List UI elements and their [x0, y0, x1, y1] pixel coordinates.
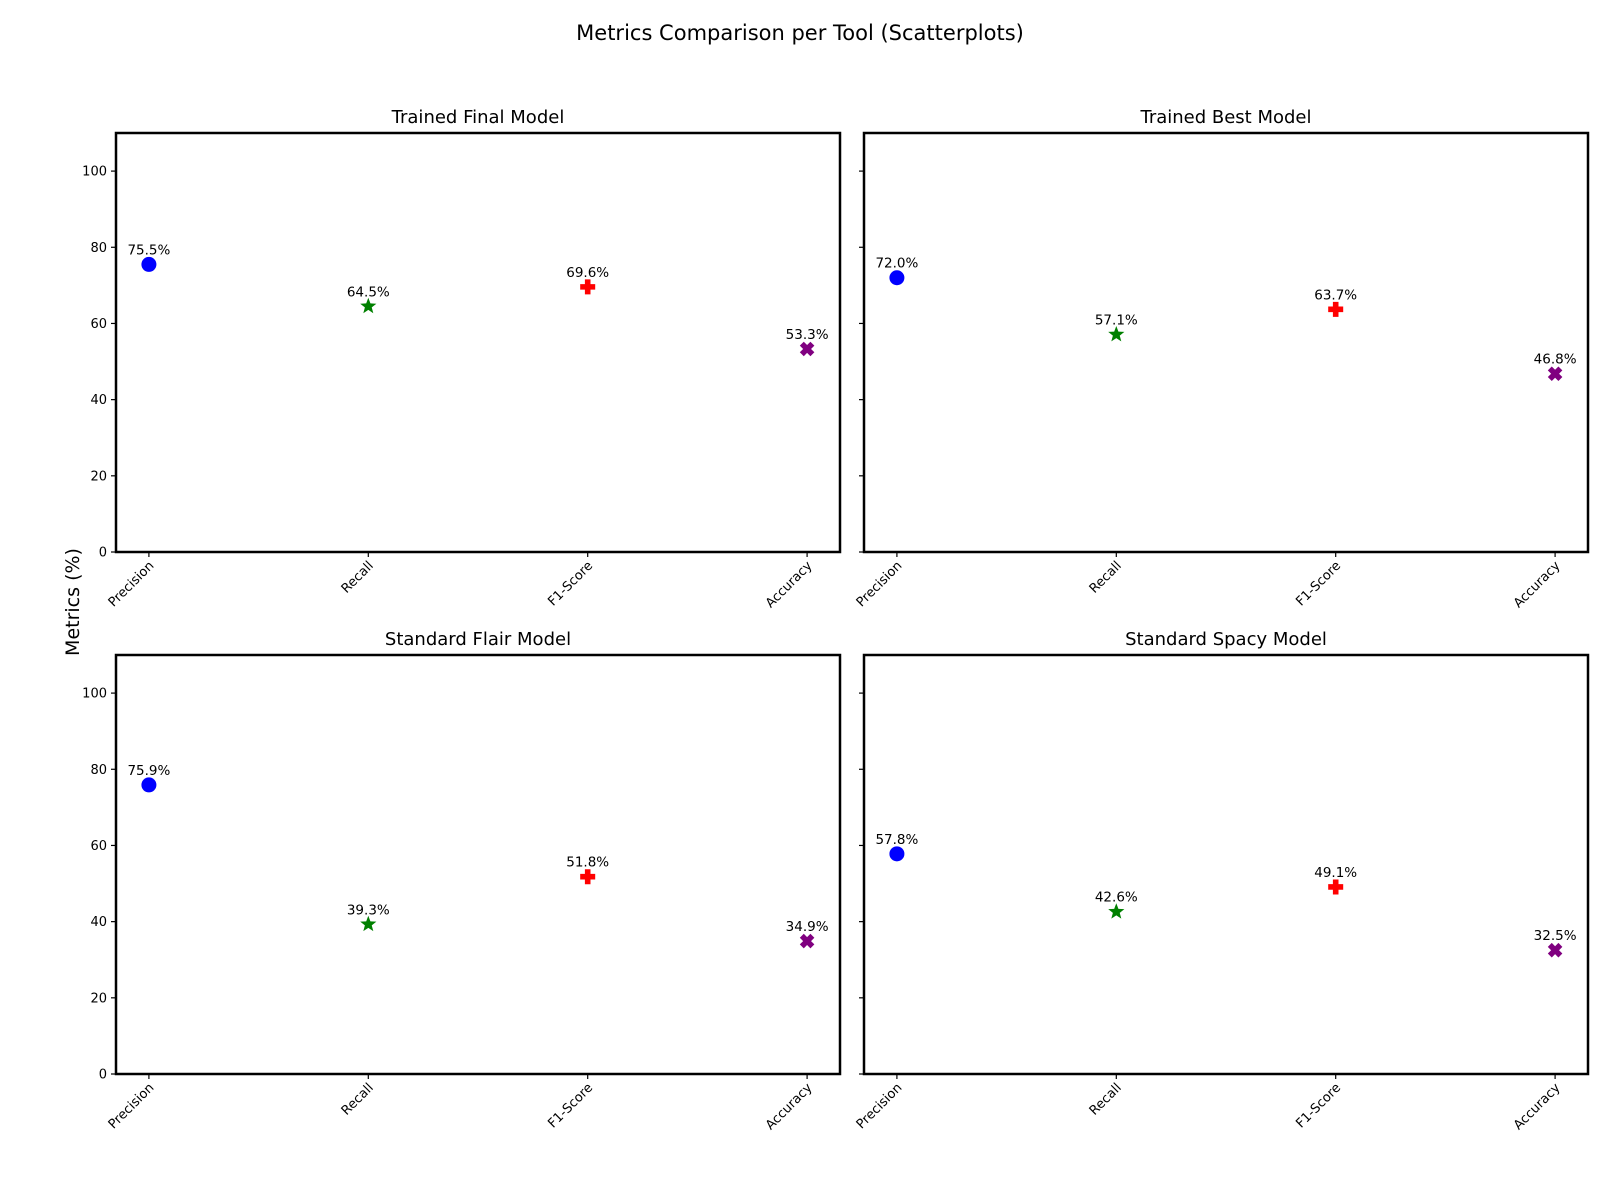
- y-tick-label: 100: [82, 687, 107, 702]
- y-tick-label: 40: [90, 393, 107, 408]
- x-tick-label: F1-Score: [1293, 559, 1344, 610]
- x-tick-label: Recall: [339, 1081, 377, 1119]
- x-tick-label: F1-Score: [1293, 1081, 1344, 1132]
- data-label-f1-score: 49.1%: [1314, 865, 1357, 881]
- data-point-precision: [889, 846, 905, 862]
- data-label-recall: 57.1%: [1095, 313, 1138, 329]
- data-point-accuracy: [799, 933, 815, 949]
- y-tick-label: 20: [90, 991, 107, 1006]
- x-tick-label: Precision: [854, 559, 906, 611]
- data-point-precision: [141, 777, 157, 793]
- data-point-recall: [360, 297, 377, 314]
- y-tick-label: 20: [90, 469, 107, 484]
- x-tick-label: F1-Score: [545, 559, 596, 610]
- data-point-recall: [1108, 326, 1125, 342]
- data-label-precision: 75.9%: [127, 763, 170, 779]
- y-tick-label: 80: [90, 763, 107, 778]
- subplot-trained-final-model: Trained Final Model 0 20 40 60 80 100 Precision…: [82, 107, 842, 611]
- x-tick-label: Recall: [1087, 1081, 1125, 1119]
- x-tick-label: F1-Score: [545, 1081, 596, 1132]
- y-tick-label: 100: [82, 165, 107, 180]
- data-label-recall: 42.6%: [1095, 890, 1138, 906]
- data-point-f1-score: [580, 869, 596, 885]
- subplot-title: Trained Best Model: [1139, 107, 1311, 128]
- y-tick-label: 60: [90, 839, 107, 854]
- data-label-precision: 57.8%: [875, 832, 918, 848]
- x-tick-label: Accuracy: [763, 1080, 816, 1133]
- x-tick-label: Recall: [339, 559, 377, 597]
- data-label-recall: 39.3%: [347, 902, 390, 918]
- y-tick-label: 60: [90, 317, 107, 332]
- subplot-standard-spacy-model: Standard Spacy Model Precision Recall F1-Sc…: [854, 629, 1590, 1133]
- data-label-accuracy: 34.9%: [786, 919, 829, 935]
- x-tick-label: Accuracy: [763, 558, 816, 611]
- data-label-precision: 75.5%: [127, 242, 170, 258]
- plot-area-frame: [114, 653, 842, 1076]
- data-label-accuracy: 53.3%: [786, 327, 829, 343]
- data-label-f1-score: 63.7%: [1314, 287, 1357, 303]
- data-point-accuracy: [1547, 366, 1563, 382]
- x-tick-label: Precision: [854, 1081, 906, 1133]
- plot-area-frame: [114, 131, 842, 554]
- data-label-accuracy: 46.8%: [1534, 352, 1577, 368]
- x-tick-label: Precision: [106, 1081, 158, 1133]
- plot-area-frame: [862, 131, 1590, 554]
- data-point-f1-score: [580, 279, 596, 295]
- data-point-precision: [889, 270, 905, 286]
- data-point-accuracy: [799, 341, 815, 357]
- y-tick-label: 0: [99, 546, 107, 561]
- figure-title: Metrics Comparison per Tool (Scatterplot…: [576, 21, 1024, 45]
- y-tick-label: 40: [90, 915, 107, 930]
- x-tick-label: Recall: [1087, 559, 1125, 597]
- y-tick-label: 80: [90, 241, 107, 256]
- data-label-f1-score: 51.8%: [566, 855, 609, 871]
- x-tick-label: Accuracy: [1511, 1080, 1564, 1133]
- subplot-grid: Trained Final Model 0 20 40 60 80 100 Precision…: [82, 107, 1590, 1133]
- data-label-f1-score: 69.6%: [566, 265, 609, 281]
- data-point-recall: [360, 915, 377, 932]
- data-point-accuracy: [1547, 942, 1563, 958]
- data-point-f1-score: [1328, 879, 1344, 895]
- subplot-title: Standard Spacy Model: [1125, 629, 1327, 650]
- data-point-f1-score: [1328, 301, 1344, 317]
- data-label-recall: 64.5%: [347, 284, 390, 300]
- data-label-accuracy: 32.5%: [1534, 928, 1577, 944]
- subplot-title: Standard Flair Model: [385, 629, 571, 650]
- data-label-precision: 72.0%: [875, 256, 918, 272]
- subplot-standard-flair-model: Standard Flair Model 0 20 40 60 80 100 Precisio…: [82, 629, 842, 1133]
- subplot-title: Trained Final Model: [391, 107, 565, 128]
- y-tick-label: 0: [99, 1068, 107, 1083]
- data-point-precision: [141, 256, 157, 272]
- plot-area-frame: [862, 653, 1590, 1076]
- data-point-recall: [1108, 903, 1125, 919]
- x-tick-label: Precision: [106, 559, 158, 611]
- x-tick-label: Accuracy: [1511, 558, 1564, 611]
- subplot-trained-best-model: Trained Best Model Precision Recall F1-Scor…: [854, 107, 1590, 611]
- y-axis-label: Metrics (%): [62, 548, 84, 656]
